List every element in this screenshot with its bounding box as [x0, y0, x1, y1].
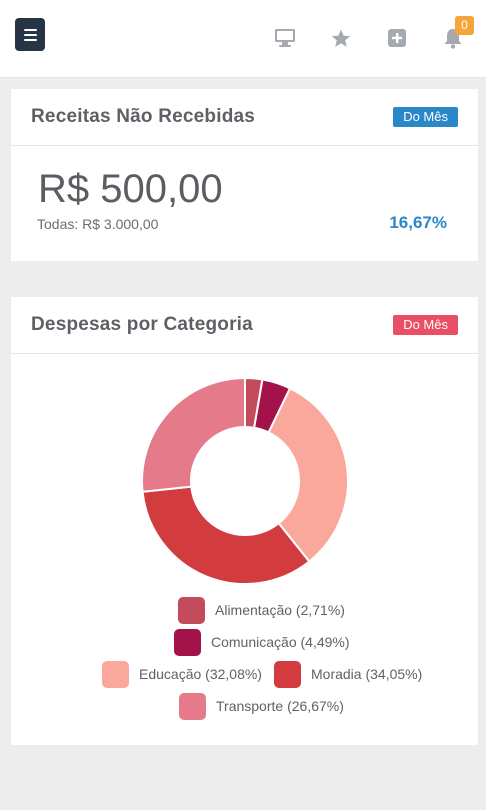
menu-button[interactable]: [15, 18, 45, 51]
legend-label: Comunicação (4,49%): [211, 634, 350, 650]
legend-label: Moradia (34,05%): [311, 666, 423, 682]
card-header: Receitas Não Recebidas Do Mês: [11, 89, 478, 146]
period-badge[interactable]: Do Mês: [393, 107, 458, 127]
expenses-by-category-card: Despesas por Categoria Do Mês Alimentaçã…: [11, 297, 478, 745]
unreceived-revenue-card: Receitas Não Recebidas Do Mês R$ 500,00 …: [11, 89, 478, 261]
revenue-percent: 16,67%: [389, 213, 447, 232]
revenue-total: Todas: R$ 3.000,00: [37, 216, 159, 232]
donut-slice-moradia[interactable]: [141, 485, 311, 585]
top-bar: 0: [0, 0, 486, 78]
legend-label: Educação (32,08%): [139, 666, 262, 682]
legend-swatch: [179, 692, 206, 720]
legend-swatch: [102, 660, 129, 688]
card-title: Receitas Não Recebidas: [31, 106, 256, 127]
menu-icon-line: [23, 28, 37, 31]
desktop-icon[interactable]: [274, 27, 296, 49]
star-icon[interactable]: [330, 27, 352, 49]
donut-slice-transporte[interactable]: [141, 377, 246, 493]
legend-swatch: [274, 660, 301, 688]
notification-count-badge: 0: [455, 16, 474, 35]
revenue-value: R$ 500,00: [38, 167, 223, 211]
plus-square-icon[interactable]: [386, 27, 408, 49]
legend-swatch: [178, 596, 205, 624]
legend-swatch: [174, 628, 201, 656]
donut-slice-educação[interactable]: [267, 387, 349, 563]
period-badge[interactable]: Do Mês: [393, 315, 458, 335]
legend-item[interactable]: Alimentação (2,71%): [178, 595, 345, 625]
card-header: Despesas por Categoria Do Mês: [11, 297, 478, 354]
menu-icon-line: [23, 38, 37, 41]
legend-label: Transporte (26,67%): [216, 698, 344, 714]
legend-item[interactable]: Comunicação (4,49%): [174, 627, 350, 657]
donut-chart: [141, 377, 349, 585]
legend-item[interactable]: Moradia (34,05%): [274, 659, 422, 689]
card-title: Despesas por Categoria: [31, 314, 253, 335]
menu-icon-line: [23, 33, 37, 36]
legend-label: Alimentação (2,71%): [215, 602, 345, 618]
legend-item[interactable]: Educação (32,08%): [102, 659, 262, 689]
legend-item[interactable]: Transporte (26,67%): [179, 691, 344, 721]
